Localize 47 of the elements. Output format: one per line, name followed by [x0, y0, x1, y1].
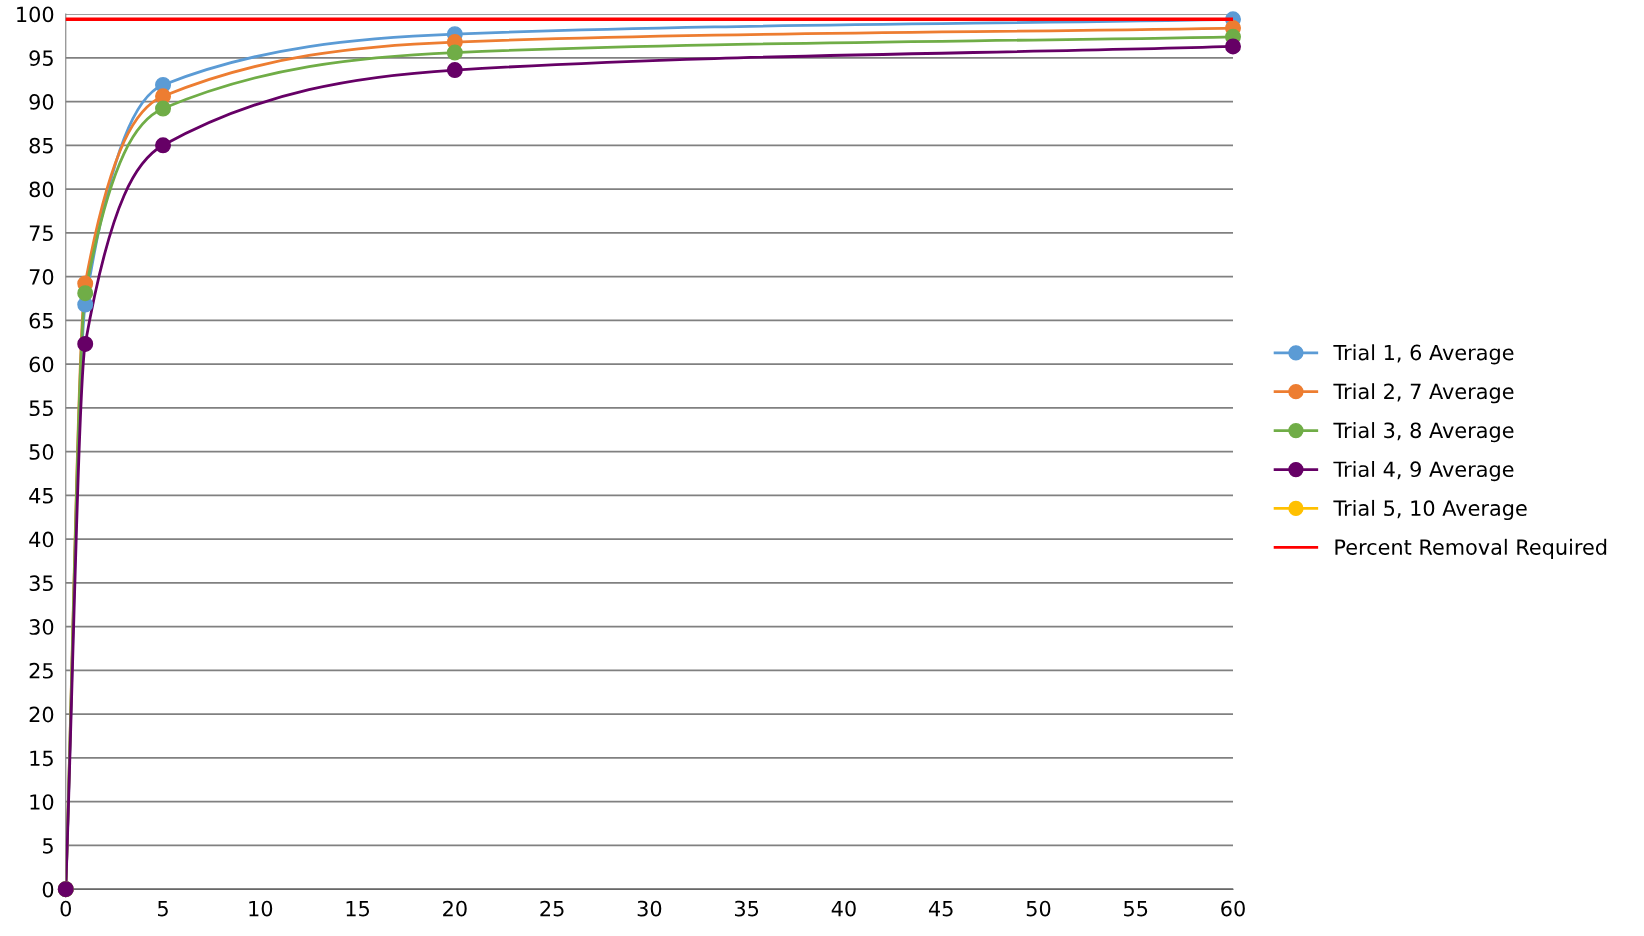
- y-tick-label: 30: [29, 619, 54, 635]
- y-tick-label: 55: [29, 400, 53, 417]
- x-tick-label: 25: [540, 900, 564, 917]
- x-tick-label: 5: [158, 900, 168, 917]
- y-tick-label: 65: [29, 312, 53, 329]
- y-tick-label: 15: [30, 750, 53, 767]
- x-tick-label: 55: [1124, 900, 1148, 917]
- y-tick-label: 100: [17, 6, 54, 23]
- y-tick-label: 25: [29, 662, 53, 679]
- legend-label: Trial 3, 8 Average: [1333, 422, 1514, 443]
- point: [77, 285, 94, 302]
- point: [77, 335, 94, 352]
- point: [155, 100, 172, 117]
- y-tick-label: 40: [29, 531, 54, 548]
- y-tick-label: 0: [42, 881, 54, 898]
- y-tick-label: 20: [29, 706, 54, 723]
- legend-label: Percent Removal Required: [1335, 538, 1607, 559]
- y-tick-label: 75: [29, 225, 53, 242]
- y-tick-label: 80: [29, 181, 54, 198]
- x-tick-label: 50: [1026, 900, 1051, 917]
- y-tick-label: 50: [29, 444, 54, 460]
- y-tick-label: 85: [29, 137, 53, 154]
- legend-label: Trial 4, 9 Average: [1333, 461, 1514, 482]
- legend-label: Trial 5, 10 Average: [1333, 499, 1527, 521]
- y-tick-label: 35: [29, 575, 53, 592]
- x-tick-label: 60: [1221, 900, 1245, 917]
- y-tick-label: 90: [29, 94, 54, 110]
- x-tick-label: 15: [346, 900, 370, 917]
- point: [1225, 38, 1241, 55]
- y-tick-label: 95: [29, 50, 53, 67]
- y-tick-label: 45: [29, 488, 53, 504]
- legend-label: Trial 1, 6 Average: [1333, 344, 1514, 365]
- x-tick-label: 30: [637, 900, 662, 917]
- x-tick-label: 10: [249, 900, 273, 917]
- y-tick-label: 60: [29, 356, 54, 373]
- legend-label: Trial 2, 7 Average: [1333, 383, 1514, 404]
- x-tick-label: 0: [60, 900, 71, 917]
- point: [446, 62, 463, 79]
- x-tick-label: 35: [734, 900, 759, 917]
- point: [446, 44, 463, 61]
- y-tick-label: 5: [43, 838, 53, 854]
- x-tick-label: 20: [443, 900, 467, 917]
- y-tick-label: 70: [29, 269, 54, 285]
- y-tick-label: 10: [30, 794, 54, 810]
- point: [155, 137, 172, 154]
- x-tick-label: 40: [831, 900, 856, 917]
- x-tick-label: 45: [928, 900, 953, 917]
